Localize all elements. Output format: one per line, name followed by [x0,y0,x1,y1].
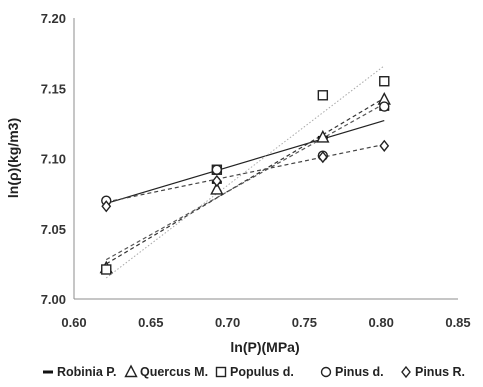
trend-line-populus-d [105,65,385,279]
trend-line-pinus-r [106,143,385,203]
x-tick-label-2: 0.70 [215,315,240,330]
x-tick-label-4: 0.80 [369,315,394,330]
legend-marker-triangle [124,364,138,378]
trend-line-pinus-d [105,103,385,261]
point-square-2 [317,90,329,101]
x-tick-label-3: 0.75 [292,315,317,330]
x-tick-label-1: 0.65 [138,315,163,330]
legend-label-2: Populus d. [230,365,294,379]
point-triangle-1 [210,181,224,195]
legend-marker-dash [43,370,53,374]
point-square-0 [101,264,112,275]
y-tick-label-0: 7.00 [41,292,66,307]
y-tick-label-4: 7.20 [41,11,66,26]
point-triangle-2 [316,129,330,143]
chart-axes [73,18,458,300]
legend: Robinia P. Quercus M. Populus d. Pinus d. Pi… [43,364,465,379]
point-diamond-3 [379,139,390,152]
trend-line-robinia-p [106,119,385,205]
x-tick-label-0: 0.60 [61,315,86,330]
point-circle-3 [379,101,390,112]
legend-label-0: Robinia P. [57,365,117,379]
legend-marker-square [215,366,227,378]
y-tick-label-3: 7.15 [41,81,66,96]
y-tick-label-2: 7.10 [41,152,66,167]
point-diamond-0 [101,200,112,213]
y-tick-label-1: 7.05 [41,222,66,237]
point-diamond-1 [211,174,222,188]
legend-marker-diamond [401,365,411,379]
point-circle-1 [211,164,223,175]
data-points [99,76,391,275]
legend-label-1: Quercus M. [140,365,208,379]
point-diamond-2 [317,150,328,164]
x-tick-label-5: 0.85 [445,315,470,330]
legend-label-3: Pinus d. [335,365,384,379]
legend-marker-circle [320,366,332,378]
trend-line-quercus-m [105,97,385,265]
x-axis-title: ln(P)(MPa) [230,339,299,355]
y-axis-title: ln(ρ)(kg/m3) [5,118,21,198]
trend-lines [105,65,385,279]
x-tick-labels: 0.60 0.65 0.70 0.75 0.80 0.85 [61,315,470,330]
point-square-3 [379,76,390,87]
y-tick-labels: 7.00 7.05 7.10 7.15 7.20 [41,11,66,307]
legend-label-4: Pinus R. [415,365,465,379]
